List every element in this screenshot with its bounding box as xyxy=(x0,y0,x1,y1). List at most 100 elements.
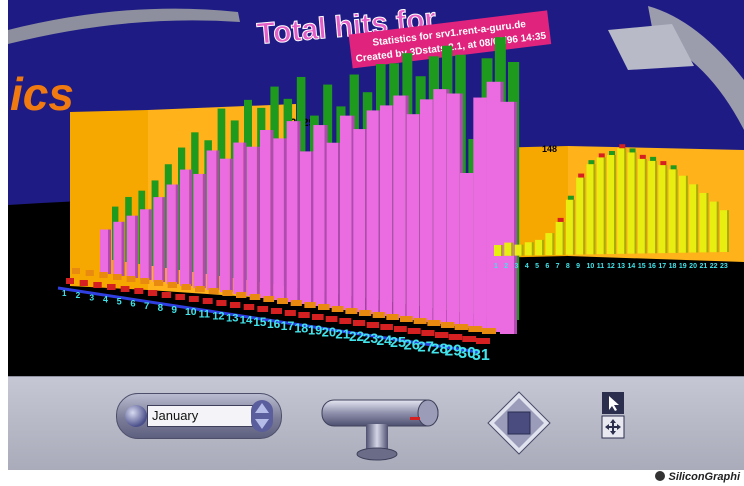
pink-bar xyxy=(460,173,474,328)
arch-block xyxy=(608,24,694,70)
orange-floor-bar xyxy=(195,286,205,292)
hour-axis-tick-label: 16 xyxy=(648,263,656,270)
red-floor-bar xyxy=(216,300,227,306)
pink-bar-side xyxy=(189,169,193,286)
pink-bar xyxy=(446,93,460,326)
move-tool-button[interactable] xyxy=(601,415,625,439)
day-axis-tick-label: 6 xyxy=(130,299,135,309)
yellow-bar xyxy=(555,221,563,255)
pink-bar xyxy=(206,150,217,290)
yellow-bar-side xyxy=(624,148,627,254)
yellow-bar-side xyxy=(593,164,596,255)
orange-floor-bar xyxy=(99,272,108,278)
vendor-logo: SiliconGraphi xyxy=(655,471,740,483)
pink-bar xyxy=(353,129,366,312)
day-axis-tick-label: 8 xyxy=(158,303,164,314)
pink-bar xyxy=(340,115,352,310)
examine-tool[interactable] xyxy=(486,390,552,456)
pink-bar xyxy=(246,146,257,296)
hour-axis-tick-label: 13 xyxy=(617,263,625,270)
orange-floor-bar xyxy=(304,302,316,308)
yellow-bar-side xyxy=(531,242,534,256)
hour-axis-tick-label: 21 xyxy=(699,263,707,270)
red-floor-bar xyxy=(394,326,407,332)
yellow-bar xyxy=(627,152,635,254)
yellow-bar xyxy=(689,184,697,253)
pointer-tool-button[interactable] xyxy=(602,392,624,414)
scene-canvas: Total hits for Statistics for srv1.rent-… xyxy=(8,2,744,376)
hour-axis-tick-label: 10 xyxy=(586,263,594,270)
yellow-bar xyxy=(514,244,522,256)
day-axis-tick-label: 5 xyxy=(117,297,122,307)
pink-bar-side xyxy=(175,184,179,284)
pink-bar xyxy=(113,221,122,276)
orange-floor-bar xyxy=(413,318,427,324)
month-down-arrow-icon[interactable] xyxy=(255,419,269,429)
pink-bar-side xyxy=(514,101,517,334)
red-floor-bar xyxy=(257,306,269,312)
month-selector[interactable]: January xyxy=(116,393,282,439)
month-up-arrow-icon[interactable] xyxy=(255,403,269,413)
yellow-bar-side xyxy=(655,160,658,254)
pink-bar-side xyxy=(324,125,328,306)
hour-axis-tick-label: 5 xyxy=(535,263,539,270)
bar-cap xyxy=(588,160,595,165)
day-axis-tick-label: 11 xyxy=(199,308,210,320)
red-floor-bar xyxy=(366,322,380,328)
yellow-bar-side xyxy=(706,192,709,253)
yellow-bar-side xyxy=(644,158,647,254)
orange-floor-bar xyxy=(400,316,413,322)
day-axis-tick-label: 14 xyxy=(240,315,253,327)
red-floor-bar xyxy=(353,320,366,326)
orange-floor-bar xyxy=(277,298,288,304)
red-floor-bar xyxy=(93,282,102,288)
bar-cap xyxy=(629,148,636,153)
yellow-bar xyxy=(524,242,532,256)
yellow-bar xyxy=(668,169,676,253)
day-axis: 1 2 3 4 5 6 7 8 9 10 11 12 13 14 15 16 17 18 19 20 212223242… xyxy=(57,286,490,364)
red-floor-bar xyxy=(380,324,393,330)
orange-floor-bar xyxy=(236,292,247,298)
yellow-bar xyxy=(607,155,614,254)
bar-cap xyxy=(650,156,657,161)
pink-bar xyxy=(486,81,501,332)
day-axis-tick-label: 1 xyxy=(62,289,67,298)
red-floor-bar xyxy=(243,304,255,310)
hour-axis-tick-label: 3 xyxy=(515,263,519,270)
orange-floor-bar xyxy=(454,324,469,330)
bar-cap xyxy=(609,151,615,155)
day-axis-tick-label: 20 xyxy=(322,325,337,340)
yellow-bar-side xyxy=(521,244,524,256)
month-stepper[interactable] xyxy=(251,400,273,432)
cursor-arrow-icon xyxy=(609,396,619,411)
hour-axis-tick-label: 19 xyxy=(679,263,687,270)
3d-scene-viewport[interactable]: Total hits for Statistics for srv1.rent-… xyxy=(8,0,744,376)
day-axis-line xyxy=(57,286,479,354)
red-floor-bar xyxy=(298,312,310,318)
hour-axis-tick-label: 2 xyxy=(504,263,508,270)
yellow-bar xyxy=(699,192,707,253)
pink-bar xyxy=(233,142,244,294)
pink-bar-side xyxy=(256,146,260,296)
pink-bar-side xyxy=(283,138,287,300)
yellow-bar xyxy=(709,201,717,253)
pink-bar-side xyxy=(270,130,274,298)
month-knob[interactable] xyxy=(125,405,147,427)
yellow-bar-side xyxy=(542,239,545,256)
month-field[interactable]: January xyxy=(147,405,253,427)
pink-bar xyxy=(273,138,284,300)
pink-bar xyxy=(300,151,311,304)
red-floor-bar xyxy=(161,292,172,298)
bar-cap xyxy=(670,165,677,170)
red-floor-bar xyxy=(325,316,338,322)
pink-bar xyxy=(100,229,108,274)
orange-floor-bar xyxy=(154,280,164,286)
walk-tool[interactable] xyxy=(318,386,442,462)
day-axis-tick-label: 22 xyxy=(349,329,365,344)
pink-bar-side xyxy=(216,150,220,290)
day-axis-tick-label: 27 xyxy=(417,338,434,355)
red-floor-bar xyxy=(202,298,213,304)
pink-bar xyxy=(140,209,149,280)
hour-axis-tick-label: 22 xyxy=(710,263,718,270)
